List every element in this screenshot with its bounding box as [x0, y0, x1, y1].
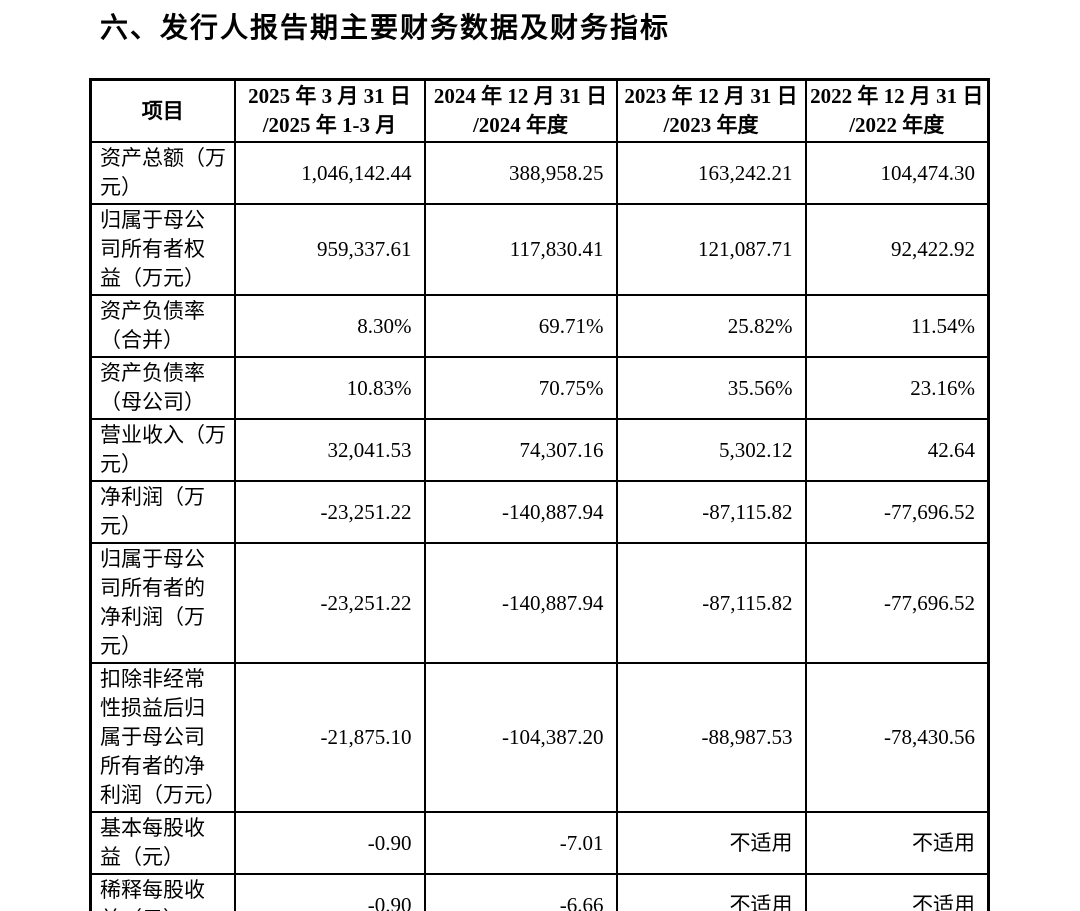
table-row: 归属于母公 司所有者的 净利润（万 元） -23,251.22 -140,887…: [89, 542, 990, 664]
table-row: 稀释每股收 益（元） -0.90 -6.66 不适用 不适用: [89, 873, 990, 911]
cell-value: 5,302.12: [615, 418, 807, 482]
cell-value: 959,337.61: [233, 203, 426, 296]
cell-value: 8.30%: [233, 294, 426, 358]
cell-value: -0.90: [233, 873, 426, 911]
row-label: 净利润（万 元）: [89, 480, 236, 544]
column-header-2025: 2025 年 3 月 31 日 /2025 年 1-3 月: [233, 78, 426, 143]
cell-value: 388,958.25: [423, 141, 618, 205]
cell-value: 69.71%: [423, 294, 618, 358]
cell-value: 35.56%: [615, 356, 807, 420]
document-page: 六、发行人报告期主要财务数据及财务指标 项目 2025 年 3 月 31 日 /…: [0, 10, 1080, 911]
cell-value: -87,115.82: [615, 542, 807, 664]
cell-value: -87,115.82: [615, 480, 807, 544]
cell-value: 10.83%: [233, 356, 426, 420]
cell-value: 42.64: [804, 418, 990, 482]
table-row: 扣除非经常 性损益后归 属于母公司 所有者的净 利润（万元） -21,875.1…: [89, 662, 990, 813]
cell-value: 121,087.71: [615, 203, 807, 296]
cell-value: -140,887.94: [423, 480, 618, 544]
cell-value: -88,987.53: [615, 662, 807, 813]
cell-value: 不适用: [615, 811, 807, 875]
cell-value: 70.75%: [423, 356, 618, 420]
table-row: 归属于母公 司所有者权 益（万元） 959,337.61 117,830.41 …: [89, 203, 990, 296]
financial-table: 项目 2025 年 3 月 31 日 /2025 年 1-3 月 2024 年 …: [89, 78, 990, 911]
cell-value: 25.82%: [615, 294, 807, 358]
column-header-2023: 2023 年 12 月 31 日 /2023 年度: [615, 78, 807, 143]
row-label: 归属于母公 司所有者的 净利润（万 元）: [89, 542, 236, 664]
column-header-2022: 2022 年 12 月 31 日 /2022 年度: [804, 78, 990, 143]
cell-value: -21,875.10: [233, 662, 426, 813]
table-row: 净利润（万 元） -23,251.22 -140,887.94 -87,115.…: [89, 480, 990, 544]
cell-value: 74,307.16: [423, 418, 618, 482]
table-row: 资产总额（万 元） 1,046,142.44 388,958.25 163,24…: [89, 141, 990, 205]
cell-value: -7.01: [423, 811, 618, 875]
cell-value: 92,422.92: [804, 203, 990, 296]
cell-value: -78,430.56: [804, 662, 990, 813]
cell-value: 117,830.41: [423, 203, 618, 296]
column-header-2024: 2024 年 12 月 31 日 /2024 年度: [423, 78, 618, 143]
row-label: 归属于母公 司所有者权 益（万元）: [89, 203, 236, 296]
cell-value: 不适用: [804, 811, 990, 875]
cell-value: -77,696.52: [804, 542, 990, 664]
cell-value: -0.90: [233, 811, 426, 875]
table-row: 资产负债率 （合并） 8.30% 69.71% 25.82% 11.54%: [89, 294, 990, 358]
table-row: 资产负债率 （母公司） 10.83% 70.75% 35.56% 23.16%: [89, 356, 990, 420]
table-row: 营业收入（万 元） 32,041.53 74,307.16 5,302.12 4…: [89, 418, 990, 482]
cell-value: -23,251.22: [233, 542, 426, 664]
cell-value: 23.16%: [804, 356, 990, 420]
cell-value: 32,041.53: [233, 418, 426, 482]
row-label: 资产总额（万 元）: [89, 141, 236, 205]
cell-value: -140,887.94: [423, 542, 618, 664]
table-row: 基本每股收 益（元） -0.90 -7.01 不适用 不适用: [89, 811, 990, 875]
row-label: 扣除非经常 性损益后归 属于母公司 所有者的净 利润（万元）: [89, 662, 236, 813]
cell-value: -104,387.20: [423, 662, 618, 813]
cell-value: 1,046,142.44: [233, 141, 426, 205]
row-label: 基本每股收 益（元）: [89, 811, 236, 875]
cell-value: -23,251.22: [233, 480, 426, 544]
cell-value: 不适用: [615, 873, 807, 911]
cell-value: 104,474.30: [804, 141, 990, 205]
cell-value: 163,242.21: [615, 141, 807, 205]
cell-value: 11.54%: [804, 294, 990, 358]
row-label: 稀释每股收 益（元）: [89, 873, 236, 911]
cell-value: -77,696.52: [804, 480, 990, 544]
row-label: 资产负债率 （合并）: [89, 294, 236, 358]
column-header-item: 项目: [89, 78, 236, 143]
cell-value: 不适用: [804, 873, 990, 911]
header-row: 项目 2025 年 3 月 31 日 /2025 年 1-3 月 2024 年 …: [89, 78, 990, 143]
section-title: 六、发行人报告期主要财务数据及财务指标: [100, 12, 671, 43]
row-label: 营业收入（万 元）: [89, 418, 236, 482]
row-label: 资产负债率 （母公司）: [89, 356, 236, 420]
cell-value: -6.66: [423, 873, 618, 911]
